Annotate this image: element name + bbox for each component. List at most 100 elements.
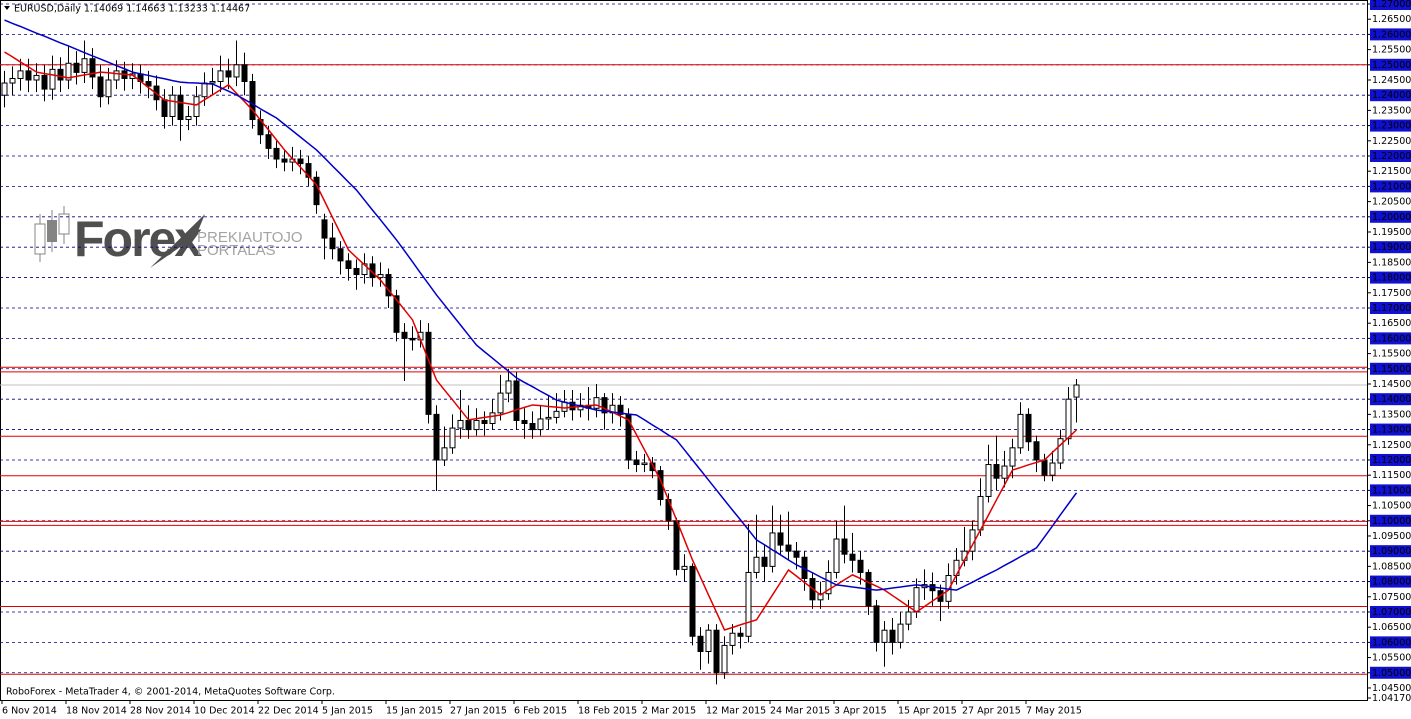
x-tick-label: 27 Jan 2015	[450, 706, 507, 717]
candle-body	[649, 462, 656, 472]
x-tick-label: 2 Mar 2015	[642, 706, 696, 717]
candle-body	[713, 629, 720, 674]
candle-body	[441, 447, 448, 461]
level-label-box	[1370, 666, 1411, 679]
level-label-box	[1370, 545, 1411, 558]
y-tick-label: 1.15500	[1372, 349, 1411, 360]
candle-body	[849, 553, 856, 561]
y-tick-label: 1.26500	[1372, 14, 1411, 25]
x-tick-label: 6 Feb 2015	[514, 706, 567, 717]
candle-body	[169, 94, 176, 117]
y-tick-label: 1.14500	[1372, 379, 1411, 390]
candle-body	[57, 68, 64, 81]
x-tick-label: 5 Jan 2015	[322, 706, 373, 717]
candle-body	[577, 404, 584, 411]
level-label-box	[1370, 332, 1411, 345]
level-label-box	[1370, 362, 1411, 375]
candle-body	[209, 81, 216, 84]
candle-body	[593, 397, 600, 409]
candle-body	[497, 392, 504, 414]
candle-body	[985, 464, 992, 497]
candle-body	[953, 559, 960, 576]
symbol-menu-arrow[interactable]	[4, 6, 10, 10]
candle-body	[449, 427, 456, 449]
candle-body	[529, 423, 536, 431]
y-tick-label: 1.18000	[1372, 273, 1411, 284]
candle-body	[745, 571, 752, 637]
candle-body	[225, 70, 232, 78]
y-tick-label: 1.24500	[1372, 75, 1411, 86]
candle-body	[481, 419, 488, 425]
y-tick-label: 1.16000	[1372, 333, 1411, 344]
level-label-box	[1370, 514, 1411, 527]
level-label-box	[1370, 28, 1411, 41]
candle-body	[385, 274, 392, 297]
candle-body	[201, 82, 208, 98]
y-tick-label: 1.07500	[1372, 592, 1411, 603]
candle-body	[1057, 438, 1064, 464]
candle-body	[553, 410, 560, 418]
logo-candle	[34, 223, 46, 255]
x-tick-label: 10 Dec 2014	[194, 706, 255, 717]
candle-body	[65, 62, 72, 81]
candle-body	[561, 401, 568, 412]
candle-body	[833, 538, 840, 573]
candle-body	[641, 462, 648, 466]
candle-body	[297, 158, 304, 165]
watermark: Forex PREKIAUTOJO PORTALAS	[34, 206, 303, 268]
y-tick-label: 1.20500	[1372, 197, 1411, 208]
level-label-box	[1370, 453, 1411, 466]
plot-frame	[0, 0, 1368, 701]
y-tick-label: 1.05000	[1372, 668, 1411, 679]
level-label-box	[1370, 484, 1411, 497]
y-tick-label: 1.13000	[1372, 425, 1411, 436]
candle-body	[217, 70, 224, 83]
candle-body	[249, 81, 256, 121]
level-label-box	[1370, 575, 1411, 588]
x-tick-label: 18 Nov 2014	[66, 706, 127, 717]
candle-body	[1041, 459, 1048, 476]
candle-body	[1, 82, 8, 96]
candle-body	[145, 81, 152, 87]
x-tick-label: 6 Nov 2014	[2, 706, 57, 717]
marks-layer	[1, 19, 1080, 685]
y-tick-label: 1.17000	[1372, 303, 1411, 314]
y-tick-label: 1.14000	[1372, 394, 1411, 405]
candle-body	[617, 404, 624, 415]
candle-body	[977, 495, 984, 531]
y-tick-label: 1.24000	[1372, 90, 1411, 101]
y-tick-label: 1.11500	[1372, 470, 1411, 481]
y-tick-label: 1.06500	[1372, 622, 1411, 633]
candle-body	[41, 74, 48, 90]
x-tick-label: 3 Apr 2015	[834, 706, 887, 717]
candle-body	[281, 158, 288, 163]
candle-body	[89, 58, 96, 78]
candle-body	[913, 587, 920, 613]
candle-body	[817, 593, 824, 601]
candle-body	[321, 219, 328, 239]
candle-body	[233, 64, 240, 78]
y-tick-label: 1.26000	[1372, 29, 1411, 40]
y-tick-label: 1.05500	[1372, 653, 1411, 664]
candle-body	[305, 163, 312, 178]
candle-body	[473, 419, 480, 431]
y-tick-label: 1.09000	[1372, 546, 1411, 557]
y-tick-label: 1.10000	[1372, 516, 1411, 527]
y-tick-label: 1.22000	[1372, 151, 1411, 162]
candle-body	[897, 623, 904, 643]
candle-body	[753, 556, 760, 573]
candle-body	[49, 68, 56, 90]
level-label-box	[1370, 605, 1411, 618]
candle-body	[569, 401, 576, 411]
candle-body	[793, 550, 800, 558]
level-label-box	[1370, 210, 1411, 223]
x-tick-label: 15 Jan 2015	[386, 706, 443, 717]
candle-body	[785, 544, 792, 552]
level-label-box	[1370, 636, 1411, 649]
logo-line1: PREKIAUTOJO	[197, 229, 303, 246]
y-tick-label: 1.25000	[1372, 60, 1411, 71]
candle-body	[545, 416, 552, 420]
y-tick-label: 1.21000	[1372, 181, 1411, 192]
candle-body	[329, 237, 336, 250]
